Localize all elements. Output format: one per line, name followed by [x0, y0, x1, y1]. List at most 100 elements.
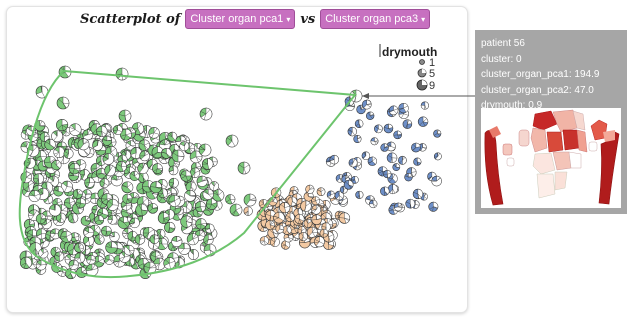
scatter-point[interactable] [273, 211, 285, 224]
scatter-point[interactable] [404, 172, 413, 182]
scatter-point[interactable] [319, 228, 329, 238]
scatter-point[interactable] [398, 155, 407, 165]
scatter-point[interactable] [85, 263, 99, 277]
scatter-point[interactable] [361, 99, 372, 110]
scatter-point[interactable] [347, 126, 357, 137]
scatter-point[interactable] [311, 204, 322, 215]
scatter-point[interactable] [300, 200, 312, 212]
scatter-point[interactable] [110, 174, 123, 187]
scatter-point[interactable] [139, 150, 150, 162]
scatter-point[interactable] [367, 156, 378, 166]
scatter-point[interactable] [83, 227, 95, 238]
scatter-point[interactable] [122, 193, 133, 204]
scatter-point[interactable] [92, 140, 103, 151]
scatter-point[interactable] [68, 259, 79, 270]
scatter-point[interactable] [129, 217, 140, 229]
scatter-point[interactable] [369, 199, 378, 209]
scatter-point[interactable] [48, 204, 62, 217]
scatter-point[interactable] [374, 124, 383, 134]
scatter-point[interactable] [354, 119, 364, 128]
scatter-point[interactable] [431, 175, 442, 187]
scatter-point[interactable] [311, 196, 321, 206]
scatter-point[interactable] [171, 149, 185, 163]
scatter-point[interactable] [167, 131, 178, 142]
scatter-point[interactable] [180, 170, 192, 182]
scatter-point[interactable] [95, 168, 107, 179]
scatter-point[interactable] [402, 119, 413, 129]
scatter-point[interactable] [179, 141, 190, 152]
scatter-point[interactable] [68, 123, 82, 136]
scatter-point[interactable] [94, 215, 105, 225]
scatter-point[interactable] [326, 190, 336, 199]
scatter-point[interactable] [185, 181, 197, 193]
scatter-point[interactable] [243, 206, 253, 216]
scatter-point[interactable] [387, 184, 398, 195]
scatter-point[interactable] [243, 193, 257, 207]
scatter-point[interactable] [159, 139, 171, 151]
scatter-point[interactable] [178, 242, 191, 255]
scatter-point[interactable] [38, 248, 49, 259]
scatter-point[interactable] [54, 251, 65, 262]
scatter-point[interactable] [152, 163, 163, 174]
scatter-point[interactable] [281, 240, 291, 250]
scatter-point[interactable] [118, 109, 132, 123]
scatter-point[interactable] [129, 170, 140, 182]
scatter-point[interactable] [115, 160, 127, 172]
scatter-point[interactable] [121, 181, 134, 194]
scatter-point[interactable] [168, 194, 181, 207]
scatter-point[interactable] [196, 175, 208, 187]
scatter-point[interactable] [383, 123, 394, 134]
scatter-point[interactable] [44, 138, 56, 151]
scatter-point[interactable] [83, 234, 95, 247]
scatter-point[interactable] [99, 178, 110, 189]
scatter-point[interactable] [72, 188, 83, 199]
scatter-point[interactable] [188, 249, 199, 260]
scatter-point[interactable] [189, 167, 201, 178]
scatter-point[interactable] [130, 147, 142, 159]
scatter-point[interactable] [134, 234, 146, 245]
scatter-point[interactable] [101, 225, 112, 237]
scatter-point[interactable] [157, 212, 170, 224]
scatter-point[interactable] [418, 143, 427, 152]
scatter-point[interactable] [80, 215, 91, 226]
scatter-point[interactable] [74, 252, 86, 264]
scatter-point[interactable] [433, 152, 442, 161]
scatter-point[interactable] [33, 173, 44, 185]
scatter-point[interactable] [361, 151, 371, 160]
scatter-point[interactable] [225, 134, 239, 148]
scatter-point[interactable] [388, 105, 399, 116]
scatter-point[interactable] [19, 256, 32, 269]
scatter-point[interactable] [386, 141, 396, 152]
scatter-point[interactable] [287, 196, 298, 207]
scatter-point[interactable] [306, 226, 318, 238]
scatter-point[interactable] [60, 230, 73, 243]
scatter-point[interactable] [164, 221, 176, 234]
x-axis-select[interactable]: Cluster organ pca1 ▾ [185, 9, 296, 29]
scatter-point[interactable] [353, 134, 362, 143]
scatter-point[interactable] [35, 259, 47, 271]
scatter-point[interactable] [49, 228, 61, 240]
scatter-point[interactable] [51, 160, 62, 171]
scatter-point[interactable] [180, 215, 193, 228]
scatter-point[interactable] [298, 231, 308, 242]
scatter-point[interactable] [94, 234, 105, 245]
scatter-point[interactable] [212, 189, 225, 202]
scatter-point[interactable] [305, 184, 315, 194]
scatter-point[interactable] [84, 177, 95, 188]
scatter-point[interactable] [282, 225, 292, 235]
scatter-point[interactable] [168, 156, 180, 169]
scatter-point[interactable] [24, 157, 36, 169]
scatter-point[interactable] [205, 198, 218, 210]
scatter-point[interactable] [411, 142, 421, 153]
scatter-point[interactable] [294, 213, 305, 225]
scatter-point[interactable] [285, 212, 295, 223]
scatter-point[interactable] [265, 220, 275, 230]
scatter-point[interactable] [184, 189, 196, 202]
scatter-point[interactable] [279, 202, 291, 214]
scatter-point[interactable] [348, 158, 358, 168]
scatter-point[interactable] [198, 143, 212, 157]
scatter-point[interactable] [209, 181, 220, 191]
scatter-point[interactable] [383, 169, 392, 179]
scatter-point[interactable] [168, 177, 179, 189]
